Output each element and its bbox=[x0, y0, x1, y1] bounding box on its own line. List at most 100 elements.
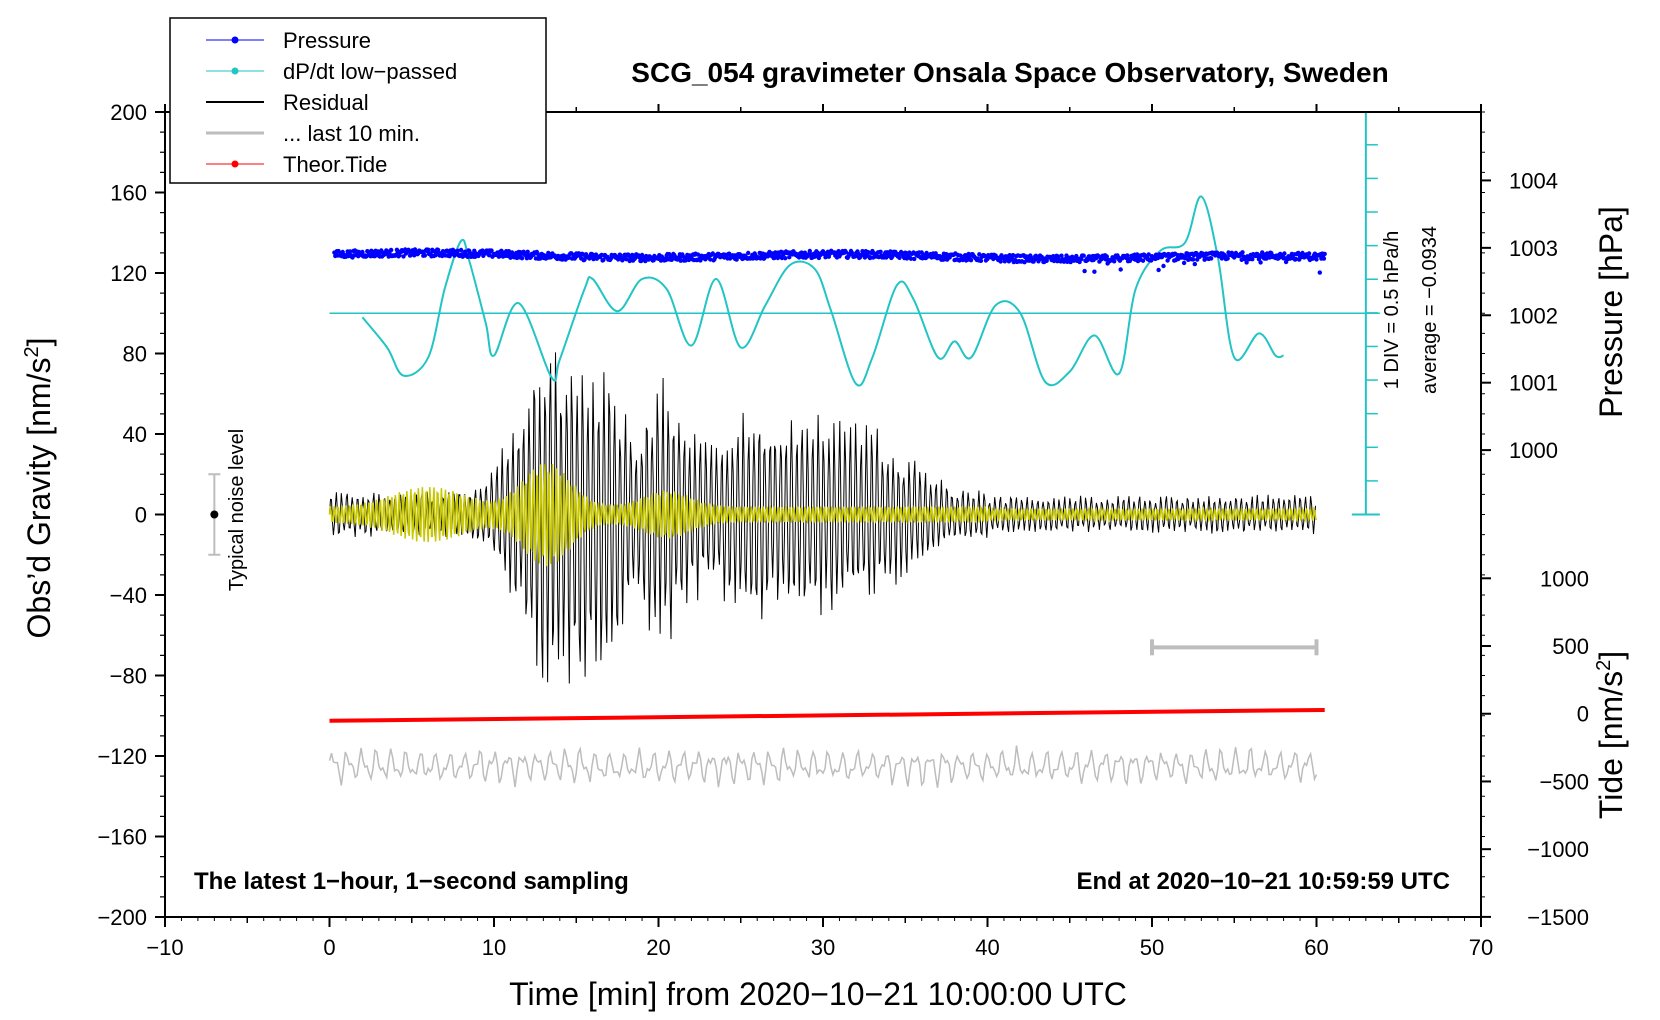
pressure-point bbox=[779, 255, 785, 261]
y-axis-title-text: Obs’d Gravity [nm/s bbox=[21, 358, 57, 639]
legend-marker-pressure bbox=[231, 36, 239, 44]
x-tick-label: 20 bbox=[646, 935, 670, 960]
pressure-point bbox=[968, 258, 974, 263]
legend-label-dpdt: dP/dt low−passed bbox=[283, 59, 457, 84]
x-tick-label: 40 bbox=[975, 935, 999, 960]
bottom-right-note: End at 2020−10−21 10:59:59 UTC bbox=[1076, 868, 1450, 895]
pressure-point bbox=[1192, 261, 1198, 267]
dpdt-scale-label: 1 DIV = 0.5 hPa/h bbox=[1381, 231, 1403, 389]
pressure-point bbox=[1293, 256, 1299, 262]
tide-tick-label: −500 bbox=[1539, 769, 1589, 794]
noise-center-dot bbox=[210, 510, 219, 519]
pressure-point bbox=[1258, 260, 1263, 265]
pressure-point bbox=[1092, 269, 1097, 274]
pressure-point bbox=[1161, 263, 1166, 269]
pressure-point bbox=[1296, 250, 1301, 256]
pressure-point bbox=[734, 257, 739, 262]
pressure-point bbox=[695, 252, 701, 257]
residual-line bbox=[329, 352, 1316, 684]
pressure-point bbox=[519, 256, 525, 261]
x-tick-label: 50 bbox=[1140, 935, 1164, 960]
noise-label: Typical noise level bbox=[226, 429, 248, 591]
pressure-point bbox=[440, 249, 446, 254]
pressure-tick-label: 1002 bbox=[1509, 303, 1558, 328]
legend-marker-dpdt bbox=[231, 67, 239, 75]
pressure-point bbox=[933, 251, 938, 256]
pressure-point bbox=[601, 257, 606, 263]
dpdt-line bbox=[361, 195, 1284, 387]
pressure-point bbox=[1068, 259, 1073, 265]
pressure-point bbox=[843, 250, 849, 255]
pressure-point bbox=[1244, 260, 1249, 265]
x-tick-label: 60 bbox=[1304, 935, 1328, 960]
pressure-point bbox=[912, 256, 917, 262]
pressure-point bbox=[566, 255, 571, 260]
pressure-point bbox=[1250, 257, 1255, 262]
pressure-axis-title: Pressure [hPa] bbox=[1593, 206, 1629, 418]
pressure-point bbox=[389, 247, 394, 253]
pressure-point bbox=[347, 249, 353, 254]
pressure-point bbox=[397, 253, 402, 258]
pressure-point bbox=[1300, 250, 1305, 256]
pressure-point bbox=[1181, 260, 1187, 266]
x-tick-label: 10 bbox=[482, 935, 506, 960]
pressure-point bbox=[1140, 258, 1146, 263]
pressure-point bbox=[360, 249, 365, 255]
pressure-point bbox=[908, 256, 914, 261]
pressure-point bbox=[878, 249, 883, 254]
legend: Pressure dP/dt low−passed Residual ... l… bbox=[169, 17, 547, 184]
pressure-point bbox=[710, 251, 715, 256]
y-tick-label: 120 bbox=[110, 261, 147, 286]
pressure-point bbox=[978, 258, 984, 263]
tide-axis-title-text: Tide [nm/s bbox=[1593, 671, 1629, 819]
pressure-point bbox=[1081, 253, 1086, 258]
x-tick-label: 0 bbox=[323, 935, 335, 960]
pressure-point bbox=[1190, 257, 1196, 262]
pressure-point bbox=[624, 257, 629, 262]
axes-layer: −10 0 10 20 30 40 50 60 70 −200 −160 −120 −80 −40 0 40 8… bbox=[97, 100, 1589, 960]
tide-tick-label: 1000 bbox=[1540, 566, 1589, 591]
pressure-point bbox=[1056, 254, 1061, 259]
y-tick-label: 0 bbox=[135, 503, 147, 528]
y-tick-label: −200 bbox=[97, 905, 147, 930]
pressure-point bbox=[746, 250, 751, 256]
pressure-point bbox=[401, 254, 406, 259]
pressure-point bbox=[998, 259, 1003, 264]
y-axis-title-sup: 2 bbox=[21, 346, 43, 357]
legend-label-tide: Theor.Tide bbox=[283, 152, 387, 177]
pressure-point bbox=[1322, 251, 1327, 257]
pressure-point bbox=[1195, 257, 1200, 262]
legend-box bbox=[169, 17, 547, 184]
y-tick-label: −120 bbox=[97, 744, 147, 769]
tide-axis-title-end: ] bbox=[1593, 651, 1629, 660]
pressure-point bbox=[465, 254, 470, 259]
bottom-left-note: The latest 1−hour, 1−second sampling bbox=[194, 868, 629, 895]
pressure-point bbox=[799, 250, 804, 255]
pressure-point bbox=[787, 255, 792, 260]
pressure-point bbox=[486, 253, 492, 258]
pressure-tick-label: 1003 bbox=[1509, 236, 1558, 261]
pressure-point bbox=[1010, 253, 1016, 258]
pressure-point bbox=[1306, 251, 1312, 256]
tide-tick-label: −1500 bbox=[1527, 905, 1589, 930]
pressure-point bbox=[1264, 256, 1269, 261]
pressure-point bbox=[807, 248, 812, 254]
pressure-point bbox=[1240, 250, 1245, 255]
pressure-point bbox=[1082, 268, 1087, 274]
y-tick-label: 80 bbox=[123, 342, 147, 367]
dpdt-average-label: average = −0.0934 bbox=[1419, 226, 1441, 394]
y-tick-label: 40 bbox=[123, 422, 147, 447]
y-tick-label: −80 bbox=[110, 664, 147, 689]
pressure-point bbox=[888, 249, 893, 254]
tide-tick-label: −1000 bbox=[1527, 837, 1589, 862]
pressure-point bbox=[1118, 267, 1123, 272]
pressure-point bbox=[866, 250, 871, 255]
legend-label-residual: Residual bbox=[283, 90, 369, 115]
pressure-point bbox=[458, 247, 464, 253]
pressure-point bbox=[1282, 251, 1287, 256]
x-tick-label: 30 bbox=[811, 935, 835, 960]
legend-label-last10: ... last 10 min. bbox=[283, 121, 420, 146]
pressure-point bbox=[1156, 267, 1161, 273]
pressure-point bbox=[1314, 257, 1319, 262]
